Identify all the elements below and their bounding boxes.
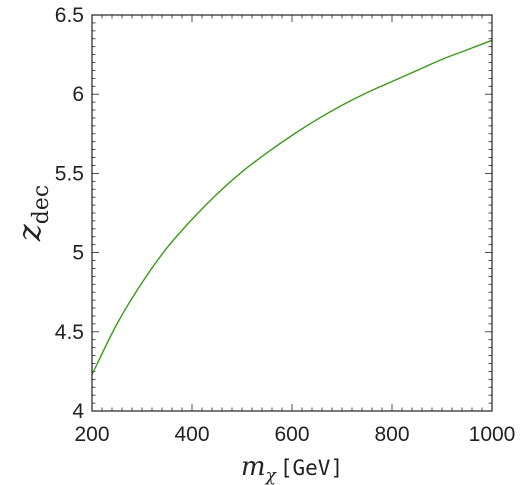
x-tick-label: 400 xyxy=(174,423,209,446)
tick-labels: 200 400 600 800 1000 4 4.5 5 5.5 6 6.5 xyxy=(55,4,516,446)
y-tick-label: 6 xyxy=(72,83,84,106)
y-tick-label: 6.5 xyxy=(55,4,84,27)
series-group xyxy=(91,39,493,375)
series-line xyxy=(91,39,493,375)
x-tick-label: 1000 xyxy=(469,423,516,446)
y-tick-label: 4 xyxy=(72,400,84,423)
y-tick-label: 5 xyxy=(72,242,84,265)
plot-frame xyxy=(91,14,493,412)
x-axis-label: mχ [GeV] xyxy=(241,452,343,485)
x-tick-label: 800 xyxy=(374,423,409,446)
x-tick-label: 600 xyxy=(274,423,309,446)
y-axis-label: zdec xyxy=(10,185,54,242)
x-tick-label: 200 xyxy=(74,423,109,446)
axis-ticks xyxy=(91,14,493,412)
y-tick-label: 4.5 xyxy=(55,321,84,344)
y-tick-label: 5.5 xyxy=(55,162,84,185)
